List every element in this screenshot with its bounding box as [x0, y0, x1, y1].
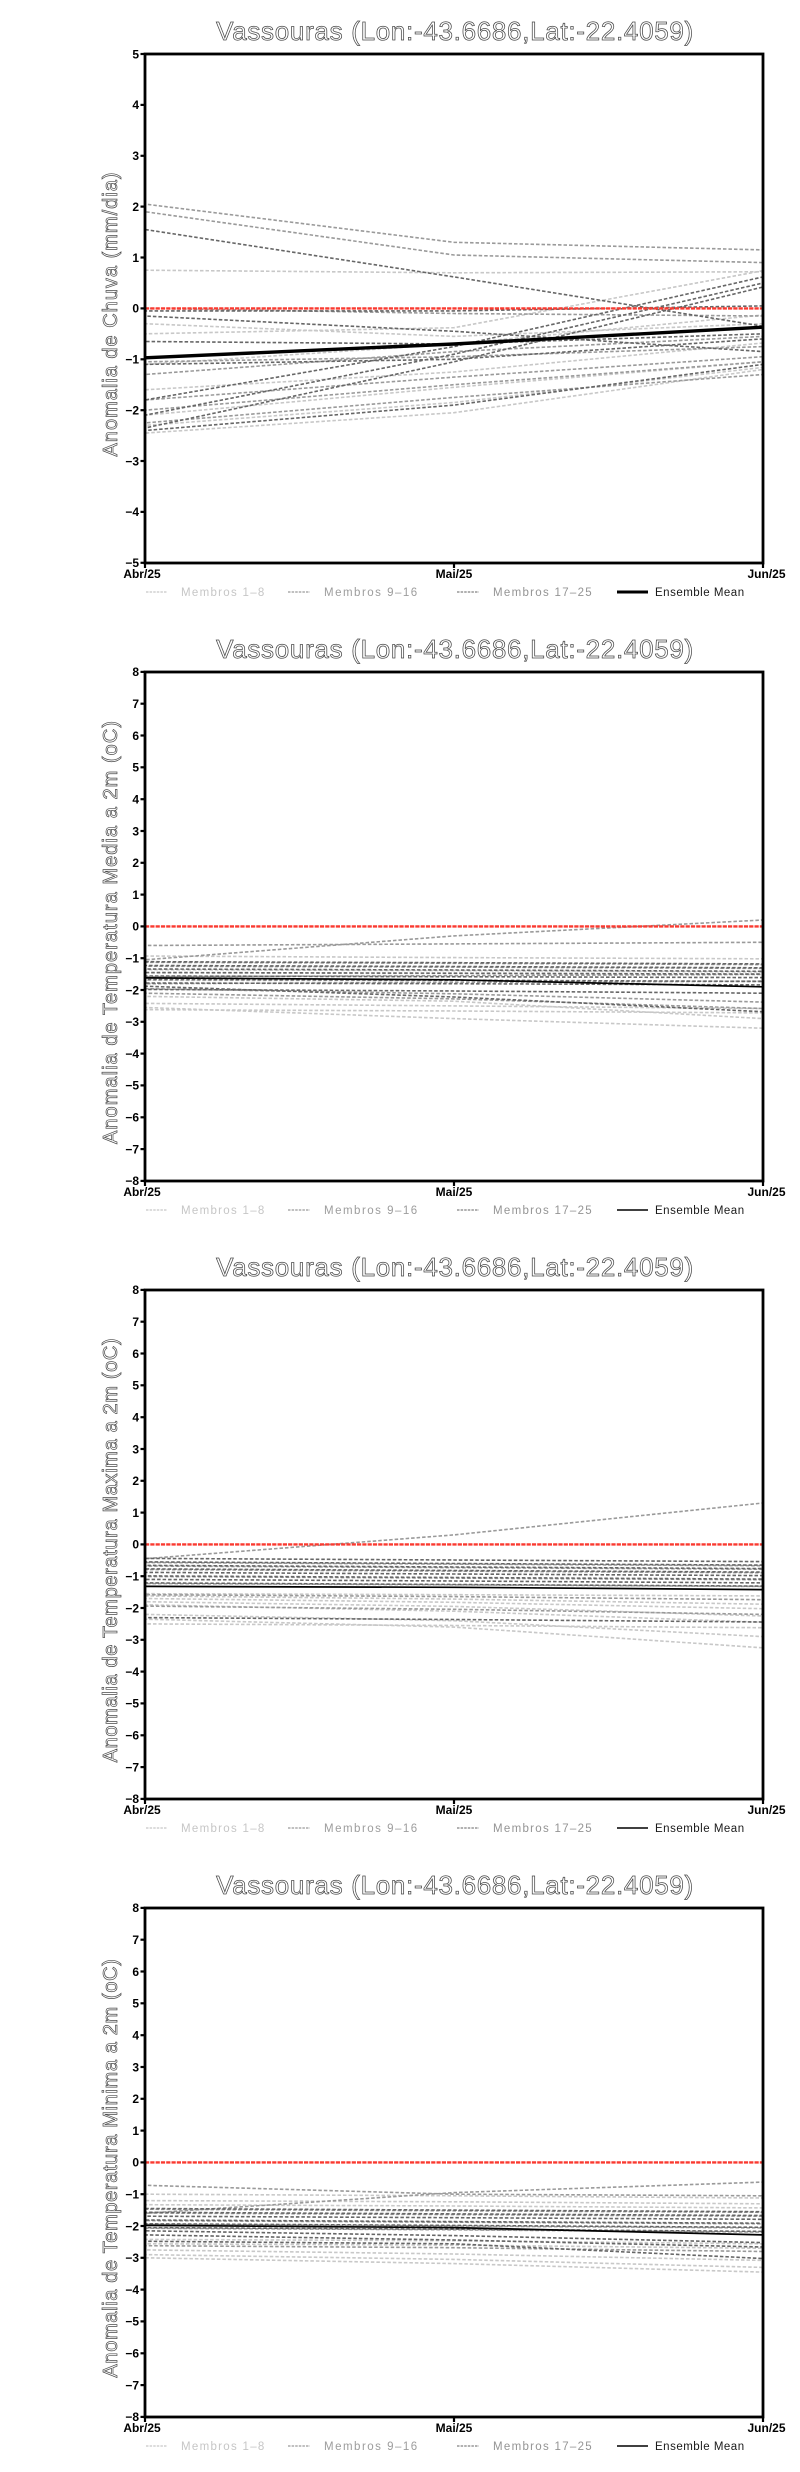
svg-text:Membros 17–25: Membros 17–25: [493, 1823, 593, 1835]
svg-text:0: 0: [132, 920, 139, 934]
svg-text:0: 0: [132, 1538, 139, 1552]
svg-text:−4: −4: [125, 1047, 139, 1061]
svg-text:Vassouras (Lon:-43.6686,Lat:-2: Vassouras (Lon:-43.6686,Lat:-22.4059): [216, 1252, 694, 1282]
svg-text:Membros 1–8: Membros 1–8: [181, 1823, 266, 1835]
svg-text:Anomalia de Chuva (mm/dia): Anomalia de Chuva (mm/dia): [100, 172, 122, 457]
svg-text:0: 0: [132, 302, 139, 316]
svg-text:−1: −1: [125, 1570, 139, 1584]
svg-text:−6: −6: [125, 2347, 139, 2361]
svg-text:Vassouras (Lon:-43.6686,Lat:-2: Vassouras (Lon:-43.6686,Lat:-22.4059): [216, 16, 694, 46]
svg-text:8: 8: [132, 1283, 139, 1297]
svg-text:3: 3: [132, 1442, 139, 1456]
svg-text:2: 2: [132, 1474, 139, 1488]
svg-text:−8: −8: [125, 1174, 139, 1188]
svg-text:−1: −1: [125, 2188, 139, 2202]
svg-text:8: 8: [132, 1901, 139, 1915]
svg-text:2: 2: [132, 856, 139, 870]
svg-text:5: 5: [132, 761, 139, 775]
svg-text:3: 3: [132, 149, 139, 163]
svg-text:Anomalia de Temperatura Minima: Anomalia de Temperatura Minima a 2m (oC): [100, 1958, 122, 2377]
svg-text:Ensemble Mean: Ensemble Mean: [655, 2441, 745, 2453]
svg-text:−3: −3: [125, 2251, 139, 2265]
svg-text:2: 2: [132, 2092, 139, 2106]
svg-text:6: 6: [132, 729, 139, 743]
svg-text:Jun/25: Jun/25: [747, 1185, 785, 1199]
svg-text:Membros 17–25: Membros 17–25: [493, 2441, 593, 2453]
svg-text:Membros 17–25: Membros 17–25: [493, 587, 593, 599]
svg-text:3: 3: [132, 2060, 139, 2074]
svg-text:Anomalia de Temperatura Maxima: Anomalia de Temperatura Maxima a 2m (oC): [100, 1338, 122, 1763]
svg-text:6: 6: [132, 1347, 139, 1361]
svg-text:4: 4: [132, 1411, 139, 1425]
svg-text:Membros 17–25: Membros 17–25: [493, 1205, 593, 1217]
svg-text:Mai/25: Mai/25: [436, 567, 473, 581]
svg-text:1: 1: [132, 2124, 139, 2138]
svg-text:−3: −3: [125, 1015, 139, 1029]
svg-text:8: 8: [132, 665, 139, 679]
svg-text:Membros 1–8: Membros 1–8: [181, 2441, 266, 2453]
svg-text:−5: −5: [125, 2315, 139, 2329]
svg-text:0: 0: [132, 2156, 139, 2170]
svg-text:7: 7: [132, 1933, 139, 1947]
svg-text:4: 4: [132, 98, 139, 112]
svg-text:Ensemble Mean: Ensemble Mean: [655, 587, 745, 599]
svg-text:−3: −3: [125, 1633, 139, 1647]
svg-text:3: 3: [132, 824, 139, 838]
svg-text:7: 7: [132, 697, 139, 711]
svg-text:Membros 9–16: Membros 9–16: [324, 1205, 419, 1217]
svg-text:−1: −1: [125, 952, 139, 966]
svg-text:7: 7: [132, 1315, 139, 1329]
svg-text:Jun/25: Jun/25: [747, 1803, 785, 1817]
svg-text:Membros 9–16: Membros 9–16: [324, 2441, 419, 2453]
svg-text:5: 5: [132, 47, 139, 61]
svg-text:Mai/25: Mai/25: [436, 2421, 473, 2435]
svg-text:1: 1: [132, 888, 139, 902]
svg-text:−6: −6: [125, 1729, 139, 1743]
svg-text:−7: −7: [125, 1142, 139, 1156]
svg-text:−6: −6: [125, 1111, 139, 1125]
svg-text:−4: −4: [125, 2283, 139, 2297]
svg-text:Mai/25: Mai/25: [436, 1185, 473, 1199]
svg-text:−2: −2: [125, 2219, 139, 2233]
svg-text:−2: −2: [125, 983, 139, 997]
svg-text:−2: −2: [125, 404, 139, 418]
svg-text:Anomalia de Temperatura Media: Anomalia de Temperatura Media a 2m (oC): [100, 720, 122, 1144]
svg-text:−3: −3: [125, 454, 139, 468]
svg-text:−4: −4: [125, 505, 139, 519]
svg-text:4: 4: [132, 793, 139, 807]
svg-text:−5: −5: [125, 556, 139, 570]
svg-text:Vassouras (Lon:-43.6686,Lat:-2: Vassouras (Lon:-43.6686,Lat:-22.4059): [216, 634, 694, 664]
svg-text:6: 6: [132, 1965, 139, 1979]
svg-text:Vassouras (Lon:-43.6686,Lat:-2: Vassouras (Lon:-43.6686,Lat:-22.4059): [216, 1870, 694, 1900]
svg-text:Abr/25: Abr/25: [123, 1185, 161, 1199]
svg-text:−4: −4: [125, 1665, 139, 1679]
svg-text:Ensemble Mean: Ensemble Mean: [655, 1823, 745, 1835]
svg-text:Abr/25: Abr/25: [123, 567, 161, 581]
svg-text:Mai/25: Mai/25: [436, 1803, 473, 1817]
svg-text:Membros 9–16: Membros 9–16: [324, 1823, 419, 1835]
svg-text:−8: −8: [125, 2410, 139, 2424]
svg-text:−2: −2: [125, 1601, 139, 1615]
svg-text:Membros 9–16: Membros 9–16: [324, 587, 419, 599]
svg-text:−7: −7: [125, 2378, 139, 2392]
svg-text:−5: −5: [125, 1697, 139, 1711]
svg-text:1: 1: [132, 251, 139, 265]
svg-text:2: 2: [132, 200, 139, 214]
svg-text:Jun/25: Jun/25: [747, 567, 785, 581]
svg-text:Ensemble Mean: Ensemble Mean: [655, 1205, 745, 1217]
svg-text:−5: −5: [125, 1079, 139, 1093]
svg-text:Membros 1–8: Membros 1–8: [181, 587, 266, 599]
svg-text:Membros 1–8: Membros 1–8: [181, 1205, 266, 1217]
svg-text:−7: −7: [125, 1760, 139, 1774]
svg-text:−8: −8: [125, 1792, 139, 1806]
svg-text:Abr/25: Abr/25: [123, 1803, 161, 1817]
svg-text:4: 4: [132, 2029, 139, 2043]
svg-text:5: 5: [132, 1379, 139, 1393]
svg-text:1: 1: [132, 1506, 139, 1520]
svg-text:5: 5: [132, 1997, 139, 2011]
svg-text:Jun/25: Jun/25: [747, 2421, 785, 2435]
svg-text:−1: −1: [125, 353, 139, 367]
svg-text:Abr/25: Abr/25: [123, 2421, 161, 2435]
